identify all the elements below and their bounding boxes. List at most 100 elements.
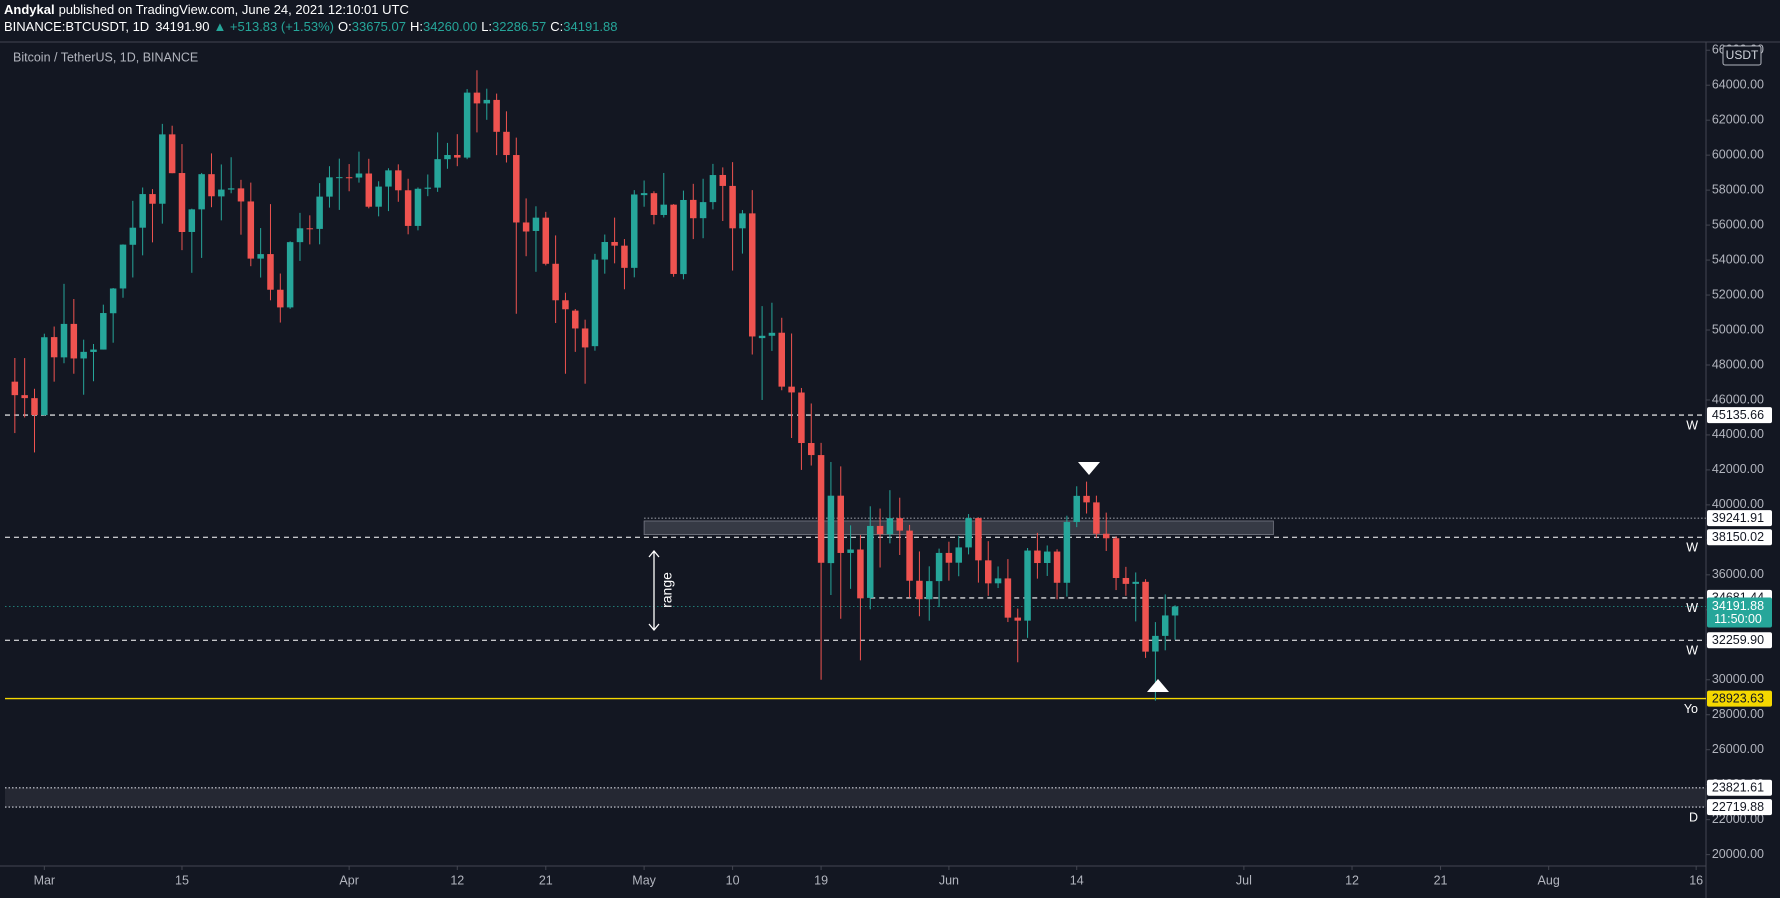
candle-body [237,188,245,202]
candle-body [463,92,471,158]
candle-body [798,392,805,444]
candle-body [847,549,854,553]
bottom-marker [1147,679,1169,692]
candle-body [188,209,196,232]
candle-body [178,173,186,232]
x-tick-label: May [632,873,656,887]
candle-body [572,310,579,329]
candle-body [867,525,874,598]
candle-body [1122,577,1130,584]
symbol-line: BINANCE:BTCUSDT, 1D 34191.90 ▲ +513.83 (+1… [4,19,618,34]
currency-label: USDT [1726,48,1759,62]
candle-body [277,289,284,308]
x-tick-label: Jul [1236,873,1252,887]
candle-body [690,199,697,219]
y-tick-label: 22000.00 [1712,812,1764,826]
candle-body [1132,581,1139,584]
candle-body [168,134,176,174]
candle-body [316,196,323,229]
candle-body [149,194,156,204]
candle-body [286,242,294,308]
y-tick-label: 64000.00 [1712,77,1764,91]
candle-body [257,254,264,259]
candle-body [650,193,658,215]
y-tick-label: 36000.00 [1712,567,1764,581]
candle-body [31,398,38,416]
level-tag: W [1686,644,1698,658]
ohlc-value: 32286.57 [492,19,546,34]
candle-body [326,177,333,197]
candle-body [424,187,432,189]
candle-body [542,217,550,264]
x-tick-label: 15 [175,873,189,887]
candle-body [404,190,412,226]
candle-body [336,177,343,179]
level-label: 22719.88 [1712,800,1764,814]
candle-body [827,495,835,564]
candle-body [621,245,628,268]
candle-body [955,547,962,563]
x-tick-label: Mar [34,873,56,887]
plot: Mar 15 Apr 12 21 May 10 19 Jun 14 Jul 12 21 Aug 16 W W W W… [5,70,1706,887]
chart-title: Bitcoin / TetherUS, 1D, BINANCE [13,50,198,64]
candle-body [876,525,884,535]
level-label-box [1707,779,1772,796]
y-tick-label: 56000.00 [1712,217,1764,231]
y-tick-label: 42000.00 [1712,462,1764,476]
candle-body [709,175,717,203]
candle-body [552,263,559,301]
candle-body [109,288,117,314]
y-tick-label: 62000.00 [1712,112,1764,126]
level-label: 38150.02 [1712,530,1764,544]
level-label-box [1707,407,1772,424]
candle-body [1043,551,1051,563]
candle-body [1034,550,1041,564]
candle-body [345,177,353,179]
level-label-box [1707,632,1772,649]
candle-body [159,134,166,204]
candle-body [473,92,481,104]
candle-body [631,194,638,268]
candle-body [916,580,923,600]
candle-body [355,173,363,178]
x-tick-label: 14 [1070,873,1084,887]
candle-body [906,530,913,581]
level-label-box [1707,510,1772,527]
candle-body [758,335,766,339]
candle-body [1083,495,1090,503]
candle-body [935,552,943,582]
candle-body [90,349,97,352]
candle-body [719,174,727,186]
level-label-box [1707,799,1772,816]
candle-body [660,204,668,215]
change: ▲ +513.83 (+1.53%) [213,19,334,34]
candle-body [581,328,589,348]
candle-body [493,99,500,132]
candle-body [139,194,146,228]
top-marker [1078,462,1100,475]
candle-body [670,204,677,274]
candle-body [365,173,373,207]
candle-body [925,581,933,600]
level-label: 39241.91 [1712,511,1764,525]
candle-body [1152,635,1159,652]
y-tick-label: 60000.00 [1712,147,1764,161]
x-tick-label: 12 [450,873,464,887]
x-tick-label: 19 [814,873,828,887]
candle-body [1112,538,1120,579]
x-tick-label: Aug [1538,873,1560,887]
last-price-label: 34191.88 [1712,599,1764,613]
level-tag: Yo [1684,702,1698,716]
y-tick-label: 48000.00 [1712,357,1764,371]
candle-body [218,189,225,197]
candle-body [1004,578,1012,618]
range-arrow-head [648,549,660,558]
y-tick-label: 46000.00 [1712,392,1764,406]
candle-body [837,495,844,553]
x-tick-label: 21 [1434,873,1448,887]
candle-body [1171,606,1179,616]
candle-body [532,217,540,231]
last-price-box [1707,597,1772,628]
level-label: 45135.66 [1712,408,1764,422]
